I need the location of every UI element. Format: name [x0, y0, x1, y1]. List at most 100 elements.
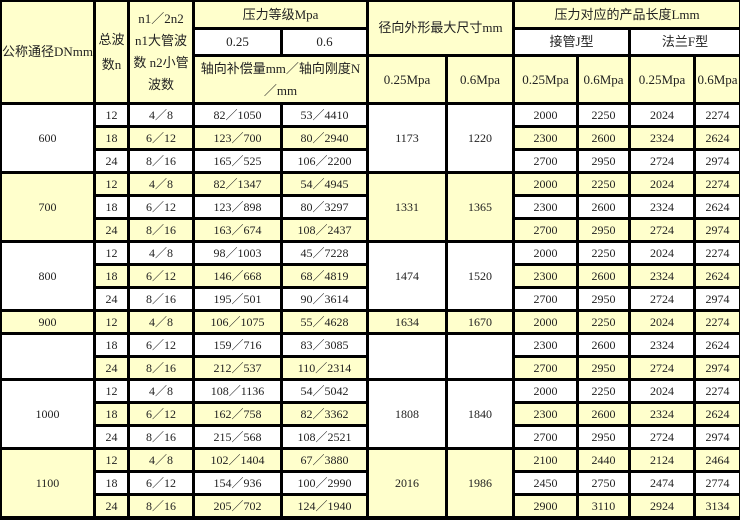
cell-n: 18: [96, 404, 127, 424]
cell-s025: 82／1050: [195, 105, 280, 125]
table-row: 1100 12 4／8 102／1404 67／3880 2016 1986 2100 2440…: [2, 450, 740, 516]
cell-j06: 3110: [579, 496, 629, 516]
cell-f06: 2624: [696, 404, 740, 424]
cell-s025: 162／758: [195, 404, 280, 424]
cell-j025: 2300: [515, 197, 577, 217]
cell-n12: 4／8: [130, 243, 192, 263]
cell-j06: 2250: [579, 381, 629, 401]
cell-n: 24: [96, 151, 127, 171]
cell-s06: 54／5042: [283, 381, 366, 401]
cell-j06: 2250: [579, 243, 629, 263]
cell-j06: 2600: [579, 335, 629, 355]
cell-j06: 2250: [579, 312, 629, 332]
cell-n12: 6／12: [130, 128, 192, 148]
cell-s025: 102／1404: [195, 450, 280, 470]
cell-n12: 4／8: [130, 450, 192, 470]
cell-s025: 154／936: [195, 473, 280, 493]
cell-n: 24: [96, 496, 127, 516]
cell-dn: [2, 335, 93, 378]
cell-n12: 6／12: [130, 197, 192, 217]
cell-s06: 90／3614: [283, 289, 366, 309]
cell-n12: 6／12: [130, 335, 192, 355]
cell-j025: 2700: [515, 358, 577, 378]
table-body: 600 12 4／8 82／1050 53／4410 1173 1220 2000 2250 20…: [2, 105, 740, 516]
cell-j06: 2950: [579, 151, 629, 171]
cell-j06: 2600: [579, 404, 629, 424]
cell-f06: 2464: [696, 450, 740, 470]
cell-s06: 45／7228: [283, 243, 366, 263]
cell-f025: 2924: [631, 496, 694, 516]
table-row: 18 6／12 159／716 83／3085 2300 2600 2324 2624: [2, 335, 740, 378]
cell-outer-025: 2016: [369, 450, 445, 516]
cell-s06: 80／2940: [283, 128, 366, 148]
table-row: 18 6／12 146／668 68／4819 2300 2600 2324 2624: [2, 266, 740, 286]
cell-n12: 4／8: [130, 174, 192, 194]
cell-j025: 2000: [515, 381, 577, 401]
cell-f06: 2274: [696, 381, 740, 401]
cell-n12: 6／12: [130, 266, 192, 286]
cell-j06: 2600: [579, 197, 629, 217]
cell-s06: 67／3880: [283, 450, 366, 470]
table-row: 18 6／12 123／700 80／2940 2300 2600 2324 2624: [2, 128, 740, 148]
cell-n: 12: [96, 243, 127, 263]
header-wave-split: n1／2n2 n1大管波数 n2小管波数: [130, 2, 192, 102]
cell-s06: 100／2990: [283, 473, 366, 493]
cell-f06: 2974: [696, 289, 740, 309]
cell-n: 18: [96, 197, 127, 217]
cell-j025: 2900: [515, 496, 577, 516]
cell-n: 12: [96, 450, 127, 470]
cell-f025: 2724: [631, 289, 694, 309]
cell-f025: 2024: [631, 312, 694, 332]
table-row: 1000 12 4／8 108／1136 54／5042 1808 1840 2000 2250…: [2, 381, 740, 447]
table-row: 700 12 4／8 82／1347 54／4945 1331 1365 2000 2250 20…: [2, 174, 740, 240]
cell-f06: 2624: [696, 266, 740, 286]
cell-s025: 195／501: [195, 289, 280, 309]
cell-j025: 2450: [515, 473, 577, 493]
table-row: 24 8／16 163／674 108／2437 2700 2950 2724 2974: [2, 220, 740, 240]
cell-j06: 2950: [579, 358, 629, 378]
cell-outer-025: 1808: [369, 381, 445, 447]
cell-outer-025: 1173: [369, 105, 445, 171]
cell-f025: 2324: [631, 404, 694, 424]
cell-n12: 8／16: [130, 427, 192, 447]
cell-s06: 82／3362: [283, 404, 366, 424]
cell-s025: 205／702: [195, 496, 280, 516]
table-row: 900 12 4／8 106／1075 55／4628 1634 1670 2000 2250 2…: [2, 312, 740, 332]
cell-n: 18: [96, 266, 127, 286]
cell-n12: 8／16: [130, 496, 192, 516]
cell-dn: 1100: [2, 450, 93, 516]
cell-f025: 2024: [631, 381, 694, 401]
cell-f025: 2724: [631, 151, 694, 171]
cell-f025: 2724: [631, 427, 694, 447]
cell-f025: 2474: [631, 473, 694, 493]
cell-j06: 2250: [579, 174, 629, 194]
cell-dn: 700: [2, 174, 93, 240]
cell-f025: 2324: [631, 197, 694, 217]
cell-s025: 159／716: [195, 335, 280, 355]
cell-s025: 98／1003: [195, 243, 280, 263]
header-f-025: 0.25Mpa: [631, 57, 694, 102]
cell-s06: 83／3085: [283, 335, 366, 355]
cell-outer-025: 1634: [369, 312, 445, 332]
table-row: 18 6／12 123／898 80／3297 2300 2600 2324 2624: [2, 197, 740, 217]
cell-s025: 165／525: [195, 151, 280, 171]
cell-n12: 4／8: [130, 105, 192, 125]
cell-j06: 2950: [579, 289, 629, 309]
table-row: 18 6／12 154／936 100／2990 2450 2750 2474 2774: [2, 473, 740, 493]
cell-f025: 2724: [631, 220, 694, 240]
cell-j06: 2750: [579, 473, 629, 493]
cell-j025: 2700: [515, 289, 577, 309]
header-j-025: 0.25Mpa: [515, 57, 577, 102]
cell-n12: 4／8: [130, 381, 192, 401]
cell-s06: 124／1940: [283, 496, 366, 516]
cell-f06: 2974: [696, 427, 740, 447]
cell-s025: 108／1136: [195, 381, 280, 401]
cell-j06: 2250: [579, 105, 629, 125]
cell-n12: 6／12: [130, 473, 192, 493]
cell-n: 12: [96, 381, 127, 401]
cell-j025: 2300: [515, 266, 577, 286]
cell-f06: 2274: [696, 174, 740, 194]
cell-n12: 4／8: [130, 312, 192, 332]
cell-s025: 146／668: [195, 266, 280, 286]
